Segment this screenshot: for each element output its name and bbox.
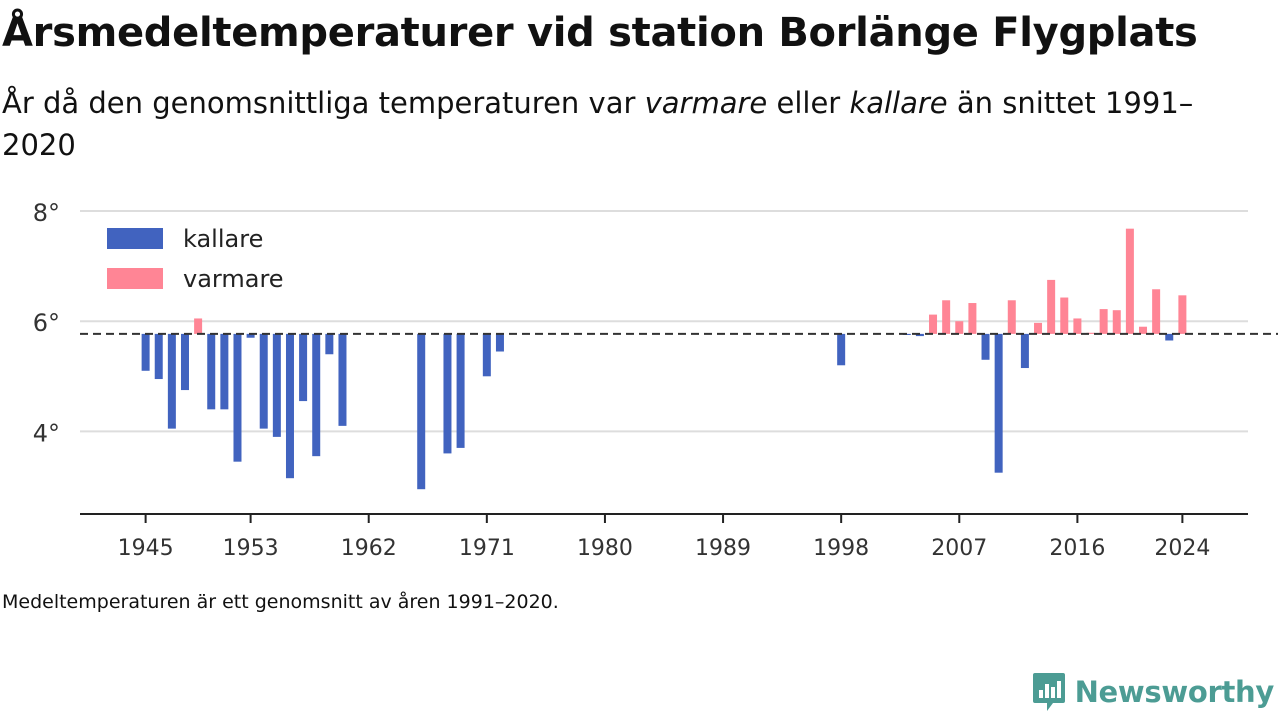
bar-1998 <box>837 333 846 366</box>
subtitle-warmer-word: varmare <box>644 86 768 120</box>
chart-title: Årsmedeltemperaturer vid station Borläng… <box>2 10 1198 56</box>
bar-1949 <box>194 318 203 334</box>
brand-name: Newsworthy <box>1074 675 1275 709</box>
bar-2022 <box>1152 289 1161 334</box>
x-tick-label-2016: 2016 <box>1049 536 1105 561</box>
bar-2012 <box>1020 333 1029 369</box>
bar-2019 <box>1112 310 1121 334</box>
legend-label-warmer: varmare <box>183 265 284 293</box>
bar-2004 <box>915 333 924 337</box>
bar-1958 <box>312 333 321 457</box>
bar-2009 <box>981 333 990 360</box>
chart-subtitle: År då den genomsnittliga temperaturen va… <box>2 82 1252 166</box>
x-tick-label-1989: 1989 <box>695 536 751 561</box>
bars <box>141 228 1187 490</box>
bar-2007 <box>955 321 964 334</box>
bar-2008 <box>968 303 977 334</box>
subtitle-text-end: än snittet 1991–2020 <box>2 86 1194 162</box>
x-tick-label-2024: 2024 <box>1154 536 1210 561</box>
bar-1951 <box>220 333 229 410</box>
bar-2018 <box>1099 309 1108 334</box>
x-tick-label-2007: 2007 <box>931 536 987 561</box>
bar-1950 <box>207 333 216 410</box>
x-tick-label-1953: 1953 <box>223 536 279 561</box>
bar-1954 <box>259 333 268 429</box>
bar-1953 <box>246 333 255 338</box>
x-tick-label-1945: 1945 <box>118 536 174 561</box>
x-tick-label-1962: 1962 <box>341 536 397 561</box>
legend: kallare varmare <box>100 218 304 300</box>
x-tick-label-1971: 1971 <box>459 536 515 561</box>
bar-2013 <box>1034 322 1043 334</box>
bar-1969 <box>456 333 465 448</box>
bar-1948 <box>180 333 189 391</box>
bar-2017 <box>1086 332 1095 334</box>
bar-2015 <box>1060 297 1069 334</box>
newsworthy-logo-icon <box>1032 673 1065 711</box>
bar-2023 <box>1165 333 1174 341</box>
bar-1971 <box>482 333 491 377</box>
footnote: Medeltemperaturen är ett genomsnitt av å… <box>2 591 559 613</box>
bar-2024 <box>1178 295 1187 334</box>
bar-2006 <box>942 300 951 334</box>
bar-1946 <box>154 333 163 380</box>
subtitle-text-start: År då den genomsnittliga temperaturen va… <box>2 86 645 120</box>
legend-swatch-colder <box>107 228 163 249</box>
y-axis-labels: 4° 6° 8° <box>33 199 60 447</box>
bar-1959 <box>325 333 334 355</box>
bar-1947 <box>167 333 176 429</box>
bar-2005 <box>929 314 938 334</box>
bar-2014 <box>1047 279 1056 334</box>
temperature-bar-chart: 4° 6° 8° 1945 1953 1962 1971 1980 1989 1998 2007 2… <box>33 199 1278 561</box>
bar-1945 <box>141 333 150 371</box>
bar-1956 <box>285 333 294 479</box>
legend-swatch-warmer <box>107 268 163 289</box>
newsworthy-logo: Newsworthy <box>1031 670 1274 714</box>
x-tick-label-1998: 1998 <box>813 536 869 561</box>
bar-1968 <box>443 333 452 454</box>
bar-2016 <box>1073 318 1082 334</box>
bar-1952 <box>233 333 242 462</box>
bar-1955 <box>272 333 281 437</box>
y-tick-label-6: 6° <box>33 309 60 337</box>
bar-1966 <box>417 333 426 490</box>
subtitle-text-middle: eller <box>767 86 850 120</box>
bar-1972 <box>495 333 504 352</box>
x-tick-label-1980: 1980 <box>577 536 633 561</box>
bar-1957 <box>299 333 308 402</box>
bar-2021 <box>1139 326 1148 334</box>
bar-2020 <box>1125 228 1134 334</box>
legend-label-colder: kallare <box>183 225 263 253</box>
y-tick-label-8: 8° <box>33 199 60 227</box>
subtitle-colder-word: kallare <box>849 86 948 120</box>
y-tick-label-4: 4° <box>33 419 60 447</box>
bar-2010 <box>994 333 1003 473</box>
bar-2011 <box>1007 300 1016 334</box>
bar-1960 <box>338 333 347 426</box>
x-axis: 1945 1953 1962 1971 1980 1989 1998 2007 2016 2024 <box>80 513 1248 561</box>
